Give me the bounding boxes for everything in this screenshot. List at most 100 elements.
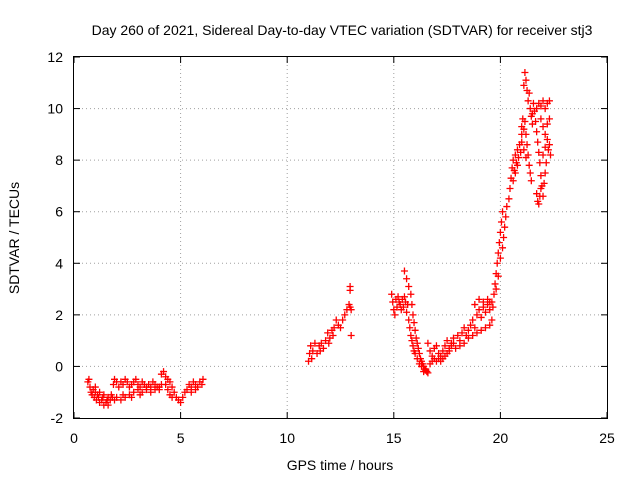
x-tick-label: 0 <box>70 430 78 446</box>
data-point <box>496 228 504 236</box>
data-point <box>117 396 125 404</box>
data-point <box>532 117 540 125</box>
data-point <box>537 115 545 123</box>
data-point <box>418 362 426 370</box>
data-point <box>155 383 163 391</box>
data-point <box>409 311 417 319</box>
data-point <box>496 254 504 262</box>
data-point <box>408 301 416 309</box>
data-point <box>526 105 534 113</box>
data-point <box>533 105 541 113</box>
data-point <box>307 342 315 350</box>
data-point <box>502 213 510 221</box>
data-point <box>168 393 176 401</box>
data-point <box>324 329 332 337</box>
data-point <box>544 146 552 154</box>
y-tick-label: 2 <box>55 307 63 323</box>
data-point <box>473 329 481 337</box>
x-tick-label: 10 <box>279 430 295 446</box>
data-point <box>456 342 464 350</box>
data-point <box>91 383 99 391</box>
data-point <box>399 303 407 311</box>
data-point <box>177 399 185 407</box>
x-tick-label: 5 <box>177 430 185 446</box>
data-point <box>513 161 521 169</box>
data-point <box>142 386 150 394</box>
data-point <box>454 331 462 339</box>
data-point <box>511 169 519 177</box>
y-tick-label: 10 <box>47 101 63 117</box>
data-point <box>475 306 483 314</box>
data-point <box>168 383 176 391</box>
data-point <box>104 401 112 409</box>
data-point <box>522 130 530 138</box>
data-point <box>533 128 541 136</box>
data-point <box>494 272 502 280</box>
data-point <box>499 208 507 216</box>
data-point <box>497 218 505 226</box>
data-point <box>403 275 411 283</box>
data-point <box>346 286 354 294</box>
data-point <box>505 195 513 203</box>
x-tick-labels: 0 5 10 15 20 25 <box>70 430 615 446</box>
data-point <box>162 380 170 388</box>
data-point <box>134 386 142 394</box>
data-point <box>489 303 497 311</box>
x-axis-label: GPS time / hours <box>287 457 394 473</box>
x-tick-label: 20 <box>493 430 509 446</box>
data-point <box>492 285 500 293</box>
gridlines <box>74 57 607 418</box>
data-point <box>537 172 545 180</box>
data-point <box>494 249 502 257</box>
data-point <box>339 316 347 324</box>
data-point <box>410 319 418 327</box>
data-point <box>522 76 530 84</box>
data-point <box>521 117 529 125</box>
y-tick-label: 4 <box>55 255 63 271</box>
data-point <box>405 316 413 324</box>
data-point <box>545 141 553 149</box>
data-point <box>426 347 434 355</box>
data-point <box>467 321 475 329</box>
data-point <box>486 298 494 306</box>
data-point <box>187 388 195 396</box>
data-point <box>128 393 136 401</box>
data-point <box>391 311 399 319</box>
data-point <box>471 301 479 309</box>
data-point <box>179 393 187 401</box>
data-point <box>495 239 503 247</box>
data-point <box>439 347 447 355</box>
data-point <box>432 342 440 350</box>
y-tick-label: -2 <box>51 410 64 426</box>
data-point <box>332 316 340 324</box>
data-point <box>136 391 144 399</box>
data-point <box>347 306 355 314</box>
y-axis-label: SDTVAR / TECUs <box>6 182 22 294</box>
y-tick-label: 8 <box>55 152 63 168</box>
data-point <box>524 97 532 105</box>
data-point <box>477 313 485 321</box>
data-point <box>414 344 422 352</box>
data-point <box>503 203 511 211</box>
data-point <box>113 393 121 401</box>
data-point <box>408 337 416 345</box>
data-point <box>198 380 206 388</box>
data-point <box>123 378 131 386</box>
data-point <box>473 311 481 319</box>
data-point <box>515 154 523 162</box>
data-point <box>413 339 421 347</box>
data-point <box>537 102 545 110</box>
data-point <box>132 375 140 383</box>
data-point <box>471 324 479 332</box>
y-tick-labels: -2 0 2 4 6 8 10 12 <box>47 49 63 426</box>
data-point <box>85 375 93 383</box>
data-point <box>119 380 127 388</box>
data-point <box>541 130 549 138</box>
data-point <box>406 324 414 332</box>
data-point <box>499 244 507 252</box>
data-point <box>520 125 528 133</box>
data-point <box>400 293 408 301</box>
data-point <box>464 326 472 334</box>
data-point <box>540 179 548 187</box>
data-point <box>407 290 415 298</box>
